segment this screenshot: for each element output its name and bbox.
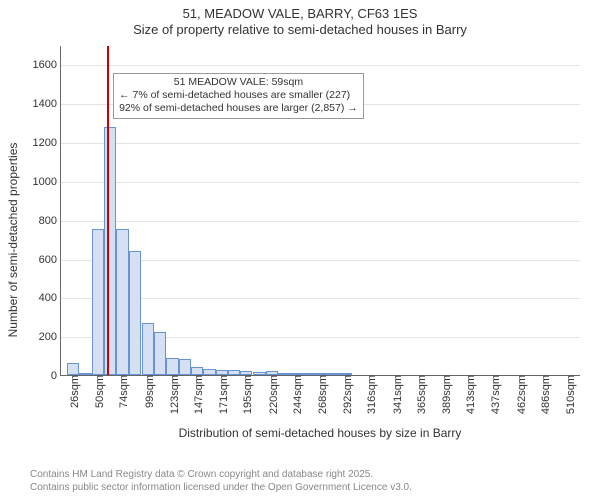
x-tick-label: 26sqm	[69, 375, 81, 408]
gridline	[61, 143, 580, 144]
x-tick-label: 244sqm	[292, 375, 304, 414]
x-tick-label: 99sqm	[144, 375, 156, 408]
x-tick-label: 292sqm	[342, 375, 354, 414]
histogram-bar	[116, 229, 128, 375]
histogram-bar	[179, 359, 191, 375]
histogram-bar	[67, 363, 79, 375]
chart-title-block: 51, MEADOW VALE, BARRY, CF63 1ES Size of…	[0, 0, 600, 37]
y-tick-label: 1200	[33, 137, 61, 149]
y-tick-label: 600	[39, 254, 61, 266]
y-tick-label: 400	[39, 292, 61, 304]
x-tick-label: 365sqm	[416, 375, 428, 414]
histogram-bar	[79, 373, 91, 375]
x-tick-label: 510sqm	[565, 375, 577, 414]
histogram-bar	[303, 373, 315, 375]
histogram-bar	[166, 358, 178, 375]
y-tick-label: 200	[39, 331, 61, 343]
chart-title-line1: 51, MEADOW VALE, BARRY, CF63 1ES	[0, 6, 600, 21]
x-tick-label: 147sqm	[193, 375, 205, 414]
chart-container: Number of semi-detached properties 02004…	[0, 40, 600, 435]
histogram-bar	[203, 369, 215, 375]
gridline	[61, 221, 580, 222]
x-tick-label: 50sqm	[94, 375, 106, 408]
y-axis-label: Number of semi-detached properties	[6, 143, 20, 338]
histogram-bar	[154, 332, 166, 375]
histogram-bar	[142, 323, 154, 375]
x-tick-label: 486sqm	[540, 375, 552, 414]
y-tick-label: 1000	[33, 176, 61, 188]
x-tick-label: 437sqm	[490, 375, 502, 414]
y-tick-label: 1600	[33, 59, 61, 71]
annotation-line3: 92% of semi-detached houses are larger (…	[119, 102, 358, 115]
attribution-footer: Contains HM Land Registry data © Crown c…	[30, 468, 412, 494]
x-tick-label: 268sqm	[317, 375, 329, 414]
gridline	[61, 65, 580, 66]
histogram-bar	[253, 372, 265, 375]
gridline	[61, 182, 580, 183]
histogram-bar	[129, 251, 141, 375]
x-tick-label: 74sqm	[118, 375, 130, 408]
histogram-bar	[191, 367, 203, 375]
x-tick-label: 316sqm	[366, 375, 378, 414]
y-tick-label: 800	[39, 215, 61, 227]
x-tick-label: 389sqm	[441, 375, 453, 414]
x-tick-label: 220sqm	[268, 375, 280, 414]
footer-line2: Contains public sector information licen…	[30, 481, 412, 494]
x-tick-label: 341sqm	[392, 375, 404, 414]
y-tick-label: 1400	[33, 98, 61, 110]
reference-annotation: 51 MEADOW VALE: 59sqm ← 7% of semi-detac…	[113, 73, 364, 118]
x-tick-label: 123sqm	[169, 375, 181, 414]
annotation-line2: ← 7% of semi-detached houses are smaller…	[119, 89, 358, 102]
histogram-bar	[104, 127, 116, 375]
x-tick-label: 195sqm	[242, 375, 254, 414]
footer-line1: Contains HM Land Registry data © Crown c…	[30, 468, 412, 481]
x-tick-label: 413sqm	[465, 375, 477, 414]
reference-line	[107, 46, 109, 375]
histogram-bar	[92, 229, 104, 375]
y-tick-label: 0	[51, 370, 61, 382]
x-tick-label: 171sqm	[218, 375, 230, 414]
plot-area: 02004006008001000120014001600 51 MEADOW …	[60, 46, 580, 376]
x-axis-label: Distribution of semi-detached houses by …	[60, 426, 580, 440]
annotation-line1: 51 MEADOW VALE: 59sqm	[119, 76, 358, 89]
x-tick-label: 462sqm	[516, 375, 528, 414]
chart-title-line2: Size of property relative to semi-detach…	[0, 22, 600, 37]
